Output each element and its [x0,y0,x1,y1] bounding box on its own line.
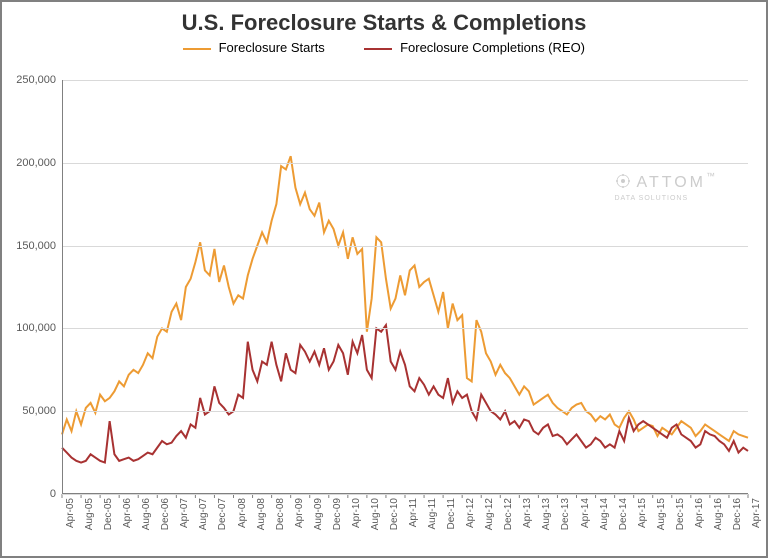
gridline [62,411,748,412]
x-tick-label: Apr-10 [351,498,362,528]
x-tick-label: Aug-07 [198,498,209,530]
legend-item-completions: Foreclosure Completions (REO) [364,40,585,55]
x-tick-label: Apr-08 [237,498,248,528]
legend-label-completions: Foreclosure Completions (REO) [400,40,585,55]
y-tick-label: 200,000 [16,157,56,169]
x-tick-label: Dec-15 [675,498,686,530]
x-tick-label: Apr-14 [580,498,591,528]
x-tick-label: Aug-05 [84,498,95,530]
legend: Foreclosure Starts Foreclosure Completio… [2,36,766,57]
x-tick-label: Apr-16 [694,498,705,528]
gridline [62,328,748,329]
plot-area: ATTOM™ DATA SOLUTIONS [62,80,748,494]
x-tick-label: Dec-09 [332,498,343,530]
x-tick-label: Dec-07 [217,498,228,530]
x-tick-label: Aug-16 [713,498,724,530]
gridline [62,163,748,164]
y-tick-label: 100,000 [16,322,56,334]
legend-item-starts: Foreclosure Starts [183,40,325,55]
x-tick-label: Apr-12 [465,498,476,528]
y-tick-label: 250,000 [16,74,56,86]
y-axis: 050,000100,000150,000200,000250,000 [2,80,60,494]
x-tick-label: Dec-05 [103,498,114,530]
x-tick-label: Apr-13 [522,498,533,528]
x-tick-label: Aug-12 [484,498,495,530]
gridline [62,80,748,81]
x-tick-label: Dec-14 [618,498,629,530]
x-tick-label: Apr-07 [179,498,190,528]
chart-title: U.S. Foreclosure Starts & Completions [2,2,766,36]
y-axis-line [62,80,63,494]
series-line [62,325,748,462]
x-tick-label: Dec-10 [389,498,400,530]
y-tick-label: 150,000 [16,240,56,252]
y-tick-label: 50,000 [22,405,56,417]
x-tick-label: Dec-12 [503,498,514,530]
series-line [62,156,748,441]
x-tick-label: Aug-09 [313,498,324,530]
x-axis: Apr-05 Aug-05 Dec-05 Apr-06 Aug-06 Dec-06 Apr-… [62,494,748,556]
x-tick-label: Dec-06 [160,498,171,530]
x-tick-label: Dec-08 [275,498,286,530]
x-tick-label: Dec-11 [446,498,457,530]
x-tick-label: Aug-13 [541,498,552,530]
x-tick-label: Apr-09 [294,498,305,528]
x-tick-label: Aug-06 [141,498,152,530]
x-tick-label: Aug-08 [256,498,267,530]
legend-swatch-starts [183,48,211,50]
x-tick-label: Aug-14 [599,498,610,530]
legend-swatch-completions [364,48,392,50]
x-tick-label: Aug-11 [427,498,438,530]
x-tick-label: Aug-15 [656,498,667,530]
chart-container: U.S. Foreclosure Starts & Completions Fo… [0,0,768,558]
x-tick-label: Apr-05 [65,498,76,528]
x-tick-label: Apr-17 [751,498,762,528]
legend-label-starts: Foreclosure Starts [219,40,325,55]
y-tick-label: 0 [50,488,56,500]
x-tick-label: Apr-11 [408,498,419,527]
x-tick-label: Apr-15 [637,498,648,528]
gridline [62,246,748,247]
x-tick-label: Dec-16 [732,498,743,530]
x-tick-label: Dec-13 [560,498,571,530]
x-tick-label: Aug-10 [370,498,381,530]
chart-lines [62,80,748,494]
x-tick-label: Apr-06 [122,498,133,528]
